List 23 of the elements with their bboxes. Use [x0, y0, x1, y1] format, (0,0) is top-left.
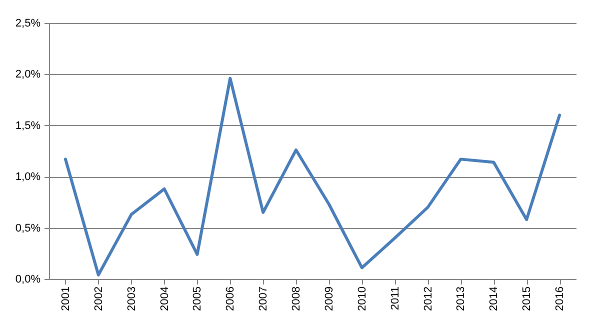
x-tick-label: 2005 [192, 286, 204, 311]
x-tick-label: 2007 [258, 286, 270, 311]
x-tick-label: 2014 [488, 286, 500, 311]
x-tick-label: 2016 [554, 286, 566, 311]
x-tick-label: 2002 [92, 286, 105, 311]
x-tick-label: 2013 [455, 286, 468, 311]
x-tick-label: 2006 [224, 286, 237, 311]
x-tick-label: 2012 [422, 286, 434, 311]
line-series [64, 76, 562, 276]
y-tick-label: 2,5% [15, 18, 41, 30]
x-tick-label: 2011 [389, 286, 402, 310]
x-tick-label: 2009 [323, 286, 336, 311]
y-tick-label: 0,0% [15, 274, 41, 286]
x-tick-label: 2001 [60, 286, 72, 311]
x-tick-label: 2003 [126, 286, 138, 311]
y-tick-label: 2,0% [15, 68, 41, 81]
y-tick-label: 1,0% [15, 171, 41, 184]
y-tick-label: 0,5% [15, 222, 41, 234]
x-tick-label: 2015 [521, 286, 534, 311]
y-tick-label: 1,5% [15, 120, 41, 132]
x-tick-label: 2004 [158, 286, 171, 311]
x-tick-label: 2010 [356, 286, 368, 311]
x-tick-label: 2008 [290, 286, 303, 311]
